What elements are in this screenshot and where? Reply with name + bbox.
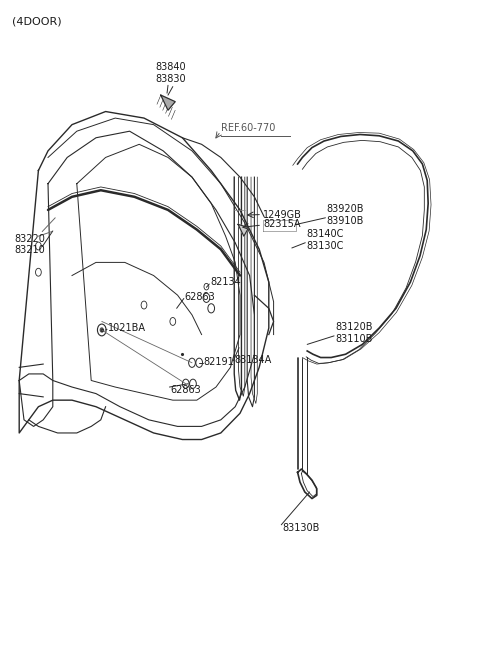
Text: 83134A: 83134A	[234, 355, 272, 365]
Text: 82191: 82191	[204, 357, 234, 367]
Text: REF.60-770: REF.60-770	[221, 123, 275, 133]
Text: 83140C
83130C: 83140C 83130C	[306, 230, 344, 251]
Text: 82315A: 82315A	[263, 219, 300, 230]
Text: 62863: 62863	[170, 384, 201, 395]
Text: 83130B: 83130B	[282, 523, 320, 533]
Text: 83920B
83910B: 83920B 83910B	[326, 205, 364, 226]
Polygon shape	[238, 224, 249, 236]
Circle shape	[100, 328, 103, 332]
Text: 83120B
83110B: 83120B 83110B	[335, 323, 372, 344]
Text: 82134: 82134	[210, 277, 241, 287]
Text: 1249GB: 1249GB	[263, 209, 302, 220]
Text: (4DOOR): (4DOOR)	[12, 16, 61, 26]
Text: 1021BA: 1021BA	[108, 323, 146, 333]
Text: 62863: 62863	[185, 291, 216, 302]
Text: 83840
83830: 83840 83830	[155, 62, 186, 84]
Text: 83220
83210: 83220 83210	[14, 234, 45, 255]
Polygon shape	[161, 95, 175, 110]
